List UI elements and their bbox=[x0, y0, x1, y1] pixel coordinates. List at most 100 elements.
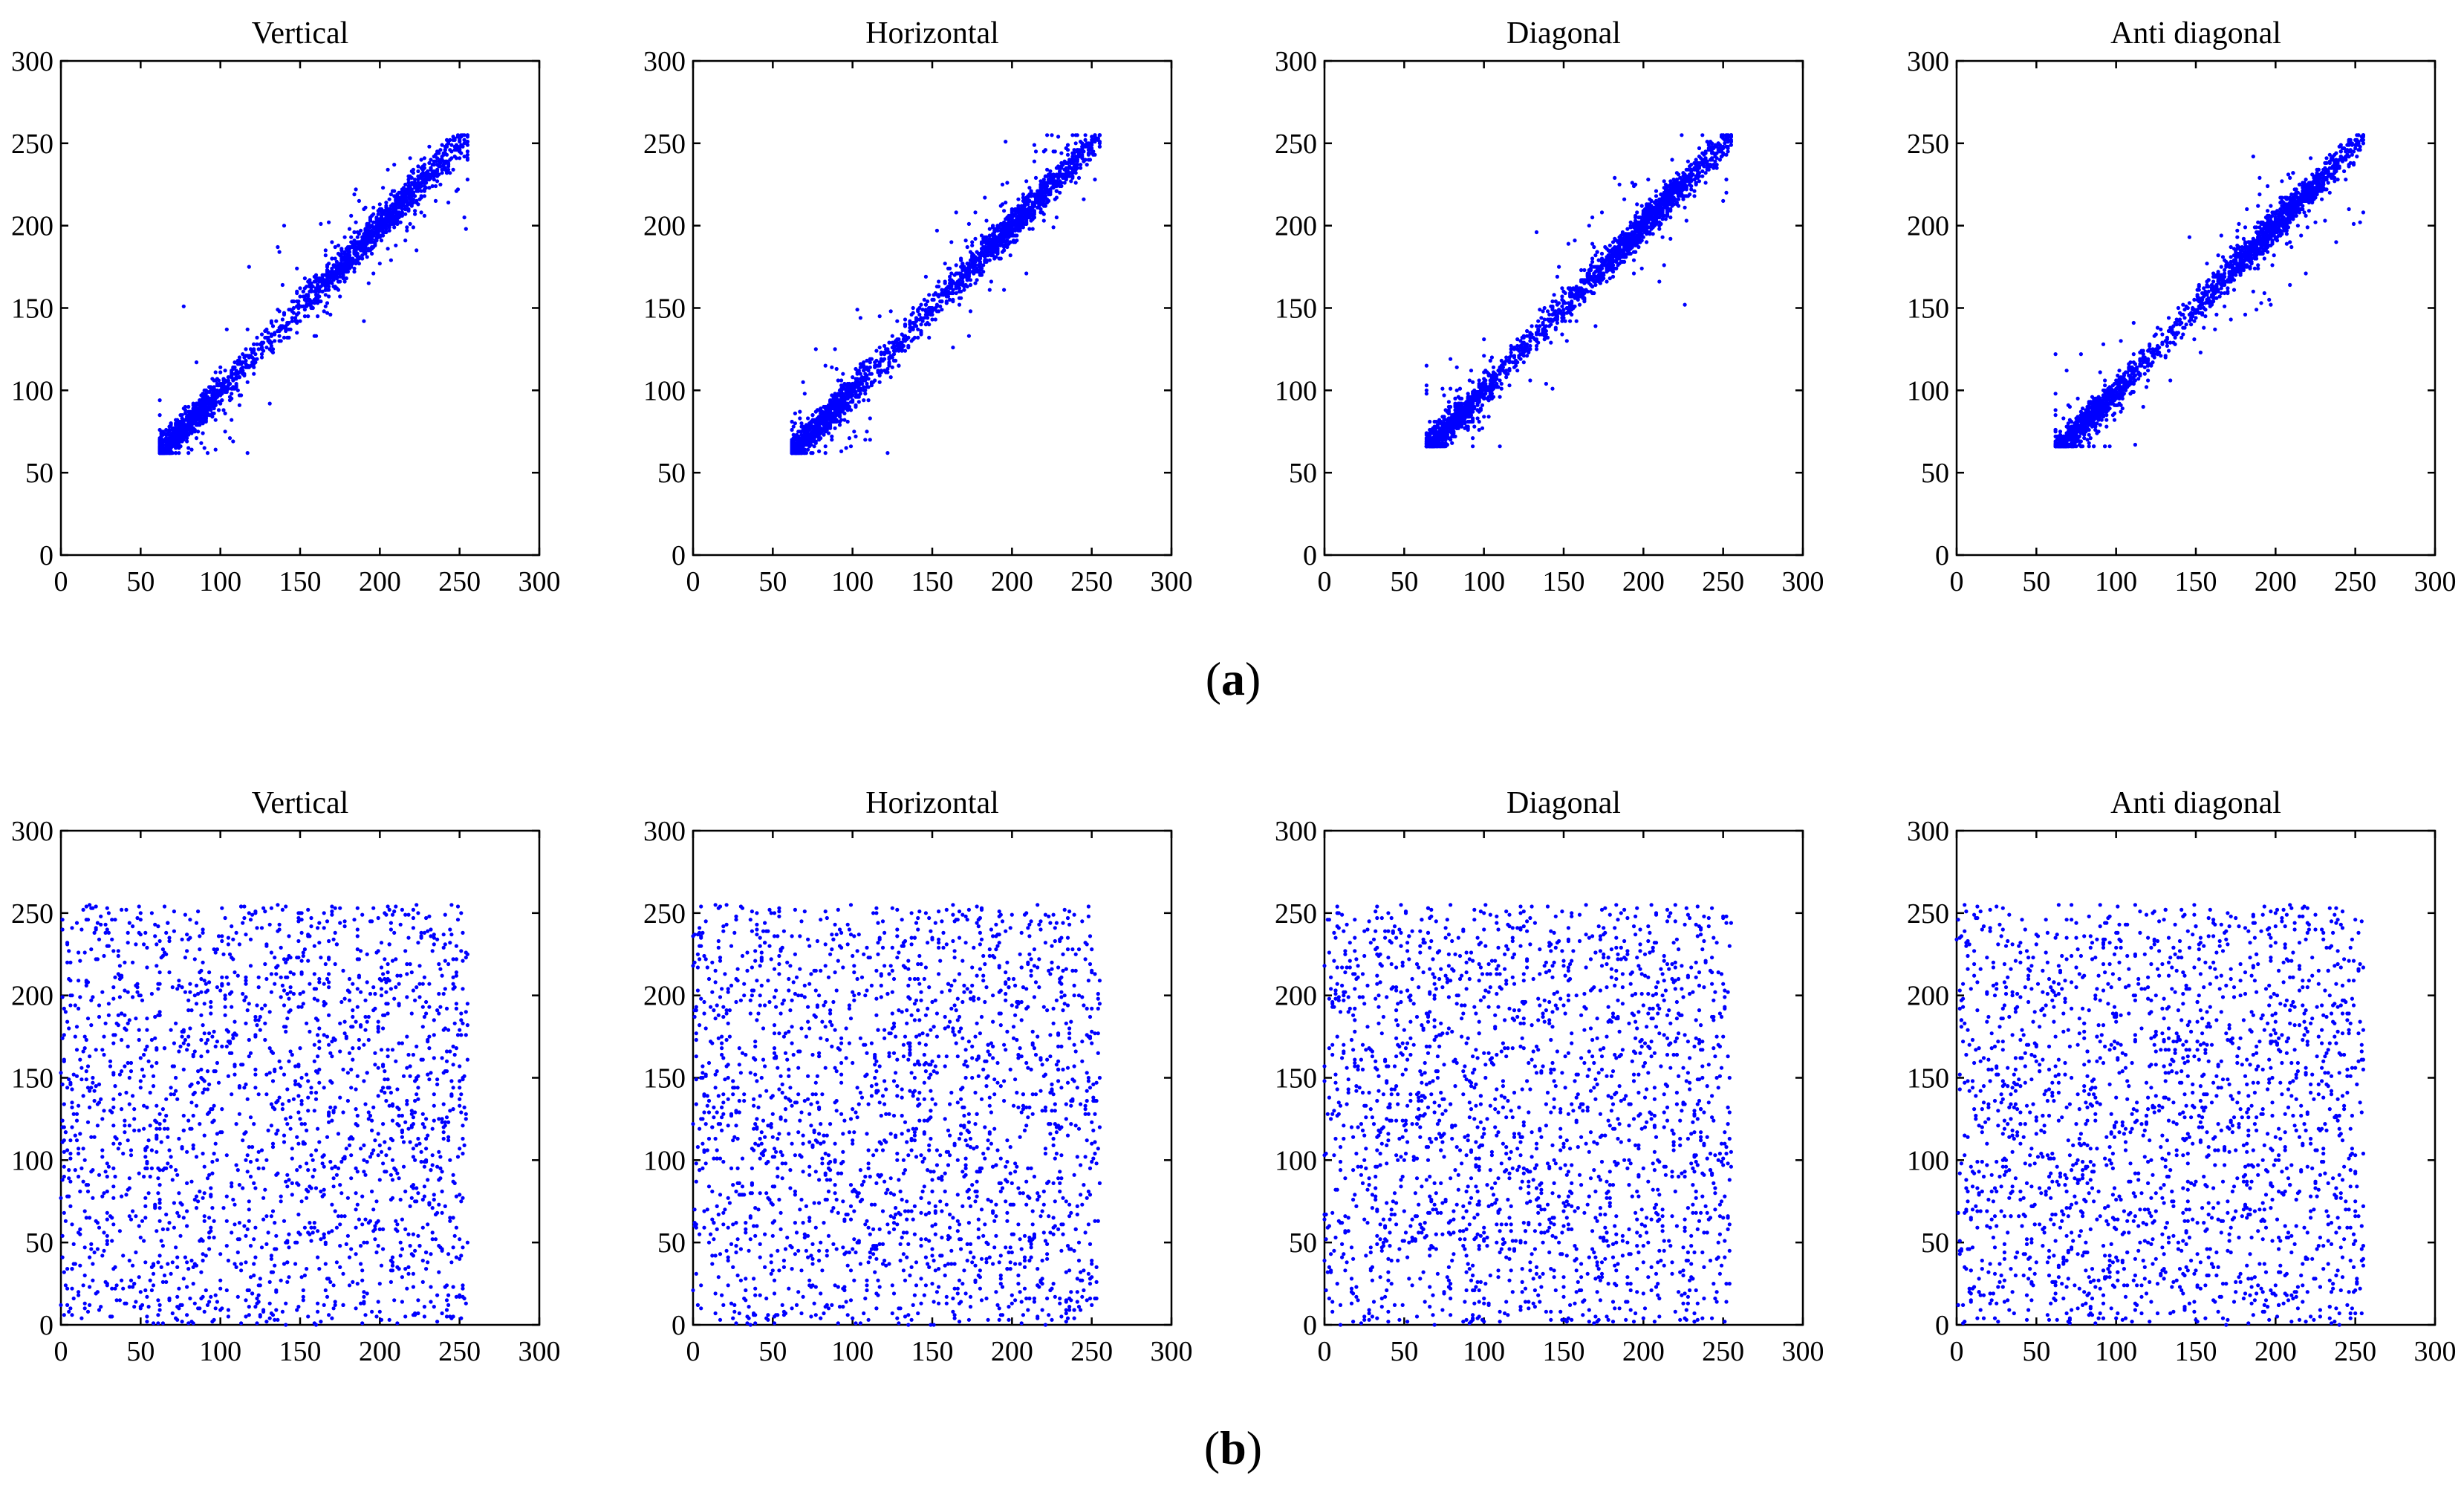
panel-a-1-point bbox=[386, 207, 390, 212]
panel-a-1-point bbox=[157, 451, 162, 455]
panel-a-3-point bbox=[1534, 230, 1539, 235]
panel-a-3-xtick-label-200: 200 bbox=[1622, 566, 1665, 597]
panel-a-1-point bbox=[376, 232, 380, 236]
panel-a-2-point bbox=[903, 324, 908, 328]
panel-a-1-point bbox=[394, 243, 398, 247]
panel-a-1-point bbox=[259, 355, 264, 360]
panel-a-3-point bbox=[1697, 146, 1702, 151]
panel-a-2-point bbox=[801, 380, 805, 384]
panel-a-2-point bbox=[966, 273, 971, 277]
panel-a-1-point bbox=[177, 446, 181, 450]
panel-a-3-point bbox=[1574, 319, 1579, 323]
panel-a-1-point bbox=[157, 438, 162, 442]
panel-a-1-point bbox=[357, 240, 361, 244]
panel-a-2-ytick-label-300: 300 bbox=[643, 46, 686, 77]
panel-a-2-point bbox=[966, 221, 971, 226]
panel-a-1-point bbox=[302, 294, 307, 299]
panel-a-1-point bbox=[157, 447, 162, 452]
panel-a-2-point bbox=[830, 365, 834, 369]
panel-a-2-point bbox=[856, 386, 861, 391]
panel-a-2-point bbox=[1064, 178, 1068, 182]
panel-a-2-point bbox=[920, 319, 925, 323]
panel-a-1-point bbox=[427, 144, 432, 149]
panel-a-1-point bbox=[352, 239, 357, 243]
panel-a-1-point bbox=[413, 209, 417, 213]
panel-a-2-point bbox=[973, 236, 978, 241]
panel-a-1-point bbox=[270, 347, 276, 351]
panel-a-2-point bbox=[959, 274, 963, 279]
panel-a-2-point bbox=[888, 375, 893, 380]
panel-a-1-point bbox=[183, 411, 187, 416]
panel-a-1-point bbox=[334, 267, 339, 273]
panel-a-1-point bbox=[365, 255, 369, 259]
panel-a-1-point bbox=[419, 175, 423, 180]
panel-a-1-point bbox=[390, 202, 395, 207]
panel-a-2-point bbox=[960, 262, 965, 266]
panel-a-1-point bbox=[392, 220, 397, 224]
panel-a-1-point bbox=[266, 331, 270, 335]
panel-a-2-point bbox=[877, 346, 882, 350]
panel-a-1-point bbox=[403, 182, 408, 187]
panel-a-1-point bbox=[377, 262, 382, 266]
panel-a-2-point bbox=[951, 346, 955, 350]
panel-a-2-point bbox=[837, 398, 842, 403]
panel-a-2-point bbox=[831, 406, 836, 411]
panel-a-1-point bbox=[462, 155, 467, 159]
panel-a-3-point bbox=[1520, 352, 1524, 357]
panel-a-2-point bbox=[923, 274, 928, 279]
panel-a-3-ytick-label-250: 250 bbox=[1275, 129, 1317, 160]
panel-a-1-point bbox=[400, 207, 405, 212]
panel-a-2-point bbox=[1037, 189, 1041, 193]
panel-a-1-point bbox=[384, 204, 389, 208]
panel-a-2-point bbox=[963, 239, 968, 243]
panel-a-1-point bbox=[336, 271, 341, 276]
panel-a-1-point bbox=[213, 418, 218, 422]
panel-a-1-point bbox=[185, 427, 189, 432]
panel-a-1-point bbox=[371, 205, 376, 210]
panel-a-1-point bbox=[194, 406, 199, 411]
panel-a-1-point bbox=[221, 408, 226, 412]
panel-a-1-point bbox=[181, 438, 186, 442]
panel-a-3-xtick-label-0: 0 bbox=[1318, 566, 1332, 597]
panel-a-1-point bbox=[411, 190, 416, 195]
panel-a-2-xtick-label-200: 200 bbox=[991, 566, 1033, 597]
panel-a-1-point bbox=[164, 447, 169, 452]
panel-a-1-point bbox=[213, 370, 218, 374]
panel-a-2-point bbox=[965, 266, 969, 270]
panel-a-1-point bbox=[306, 297, 311, 302]
panel-a-1-point bbox=[309, 305, 313, 311]
panel-a-2-point bbox=[966, 262, 971, 266]
panel-a-2-point bbox=[983, 253, 987, 258]
panel-a-3-point bbox=[1724, 178, 1729, 182]
panel-a-3-point bbox=[1440, 386, 1445, 391]
panel-a-1-point bbox=[242, 373, 247, 377]
panel-a-2-ytick-label-150: 150 bbox=[643, 294, 686, 325]
panel-a-1-point bbox=[366, 239, 371, 243]
panel-a-2-point bbox=[812, 431, 816, 435]
panel-a-3-point bbox=[1568, 319, 1573, 323]
panel-a-2-point bbox=[868, 438, 872, 442]
panel-a-2-point bbox=[929, 312, 933, 317]
panel-a-2-point bbox=[926, 316, 930, 320]
panel-a-2-point bbox=[1072, 158, 1076, 162]
panel-a-1-point bbox=[339, 247, 344, 251]
panel-a-1-point bbox=[277, 339, 282, 343]
panel-a-1-point bbox=[419, 158, 423, 162]
panel-a-1-point bbox=[287, 335, 291, 340]
panel-a-2-point bbox=[877, 380, 882, 384]
panel-a-2-point bbox=[983, 195, 987, 200]
panel-a-1-point bbox=[280, 324, 285, 328]
panel-a-2-point bbox=[855, 308, 859, 312]
panel-a-2-point bbox=[991, 253, 995, 258]
panel-a-2-point bbox=[1073, 181, 1078, 185]
panel-a-1-point bbox=[180, 413, 184, 418]
panel-a-2-point bbox=[1004, 221, 1008, 226]
panel-a-1-point bbox=[400, 210, 405, 215]
panel-a-2-point bbox=[1029, 218, 1033, 223]
panel-a-1-point bbox=[223, 385, 227, 389]
panel-a-1-point bbox=[435, 179, 440, 184]
panel-a-2-point bbox=[845, 419, 850, 424]
panel-a-2-point bbox=[943, 279, 947, 284]
panel-a-2-point bbox=[1076, 175, 1082, 180]
panel-a-1-xtick-label-300: 300 bbox=[519, 566, 561, 597]
